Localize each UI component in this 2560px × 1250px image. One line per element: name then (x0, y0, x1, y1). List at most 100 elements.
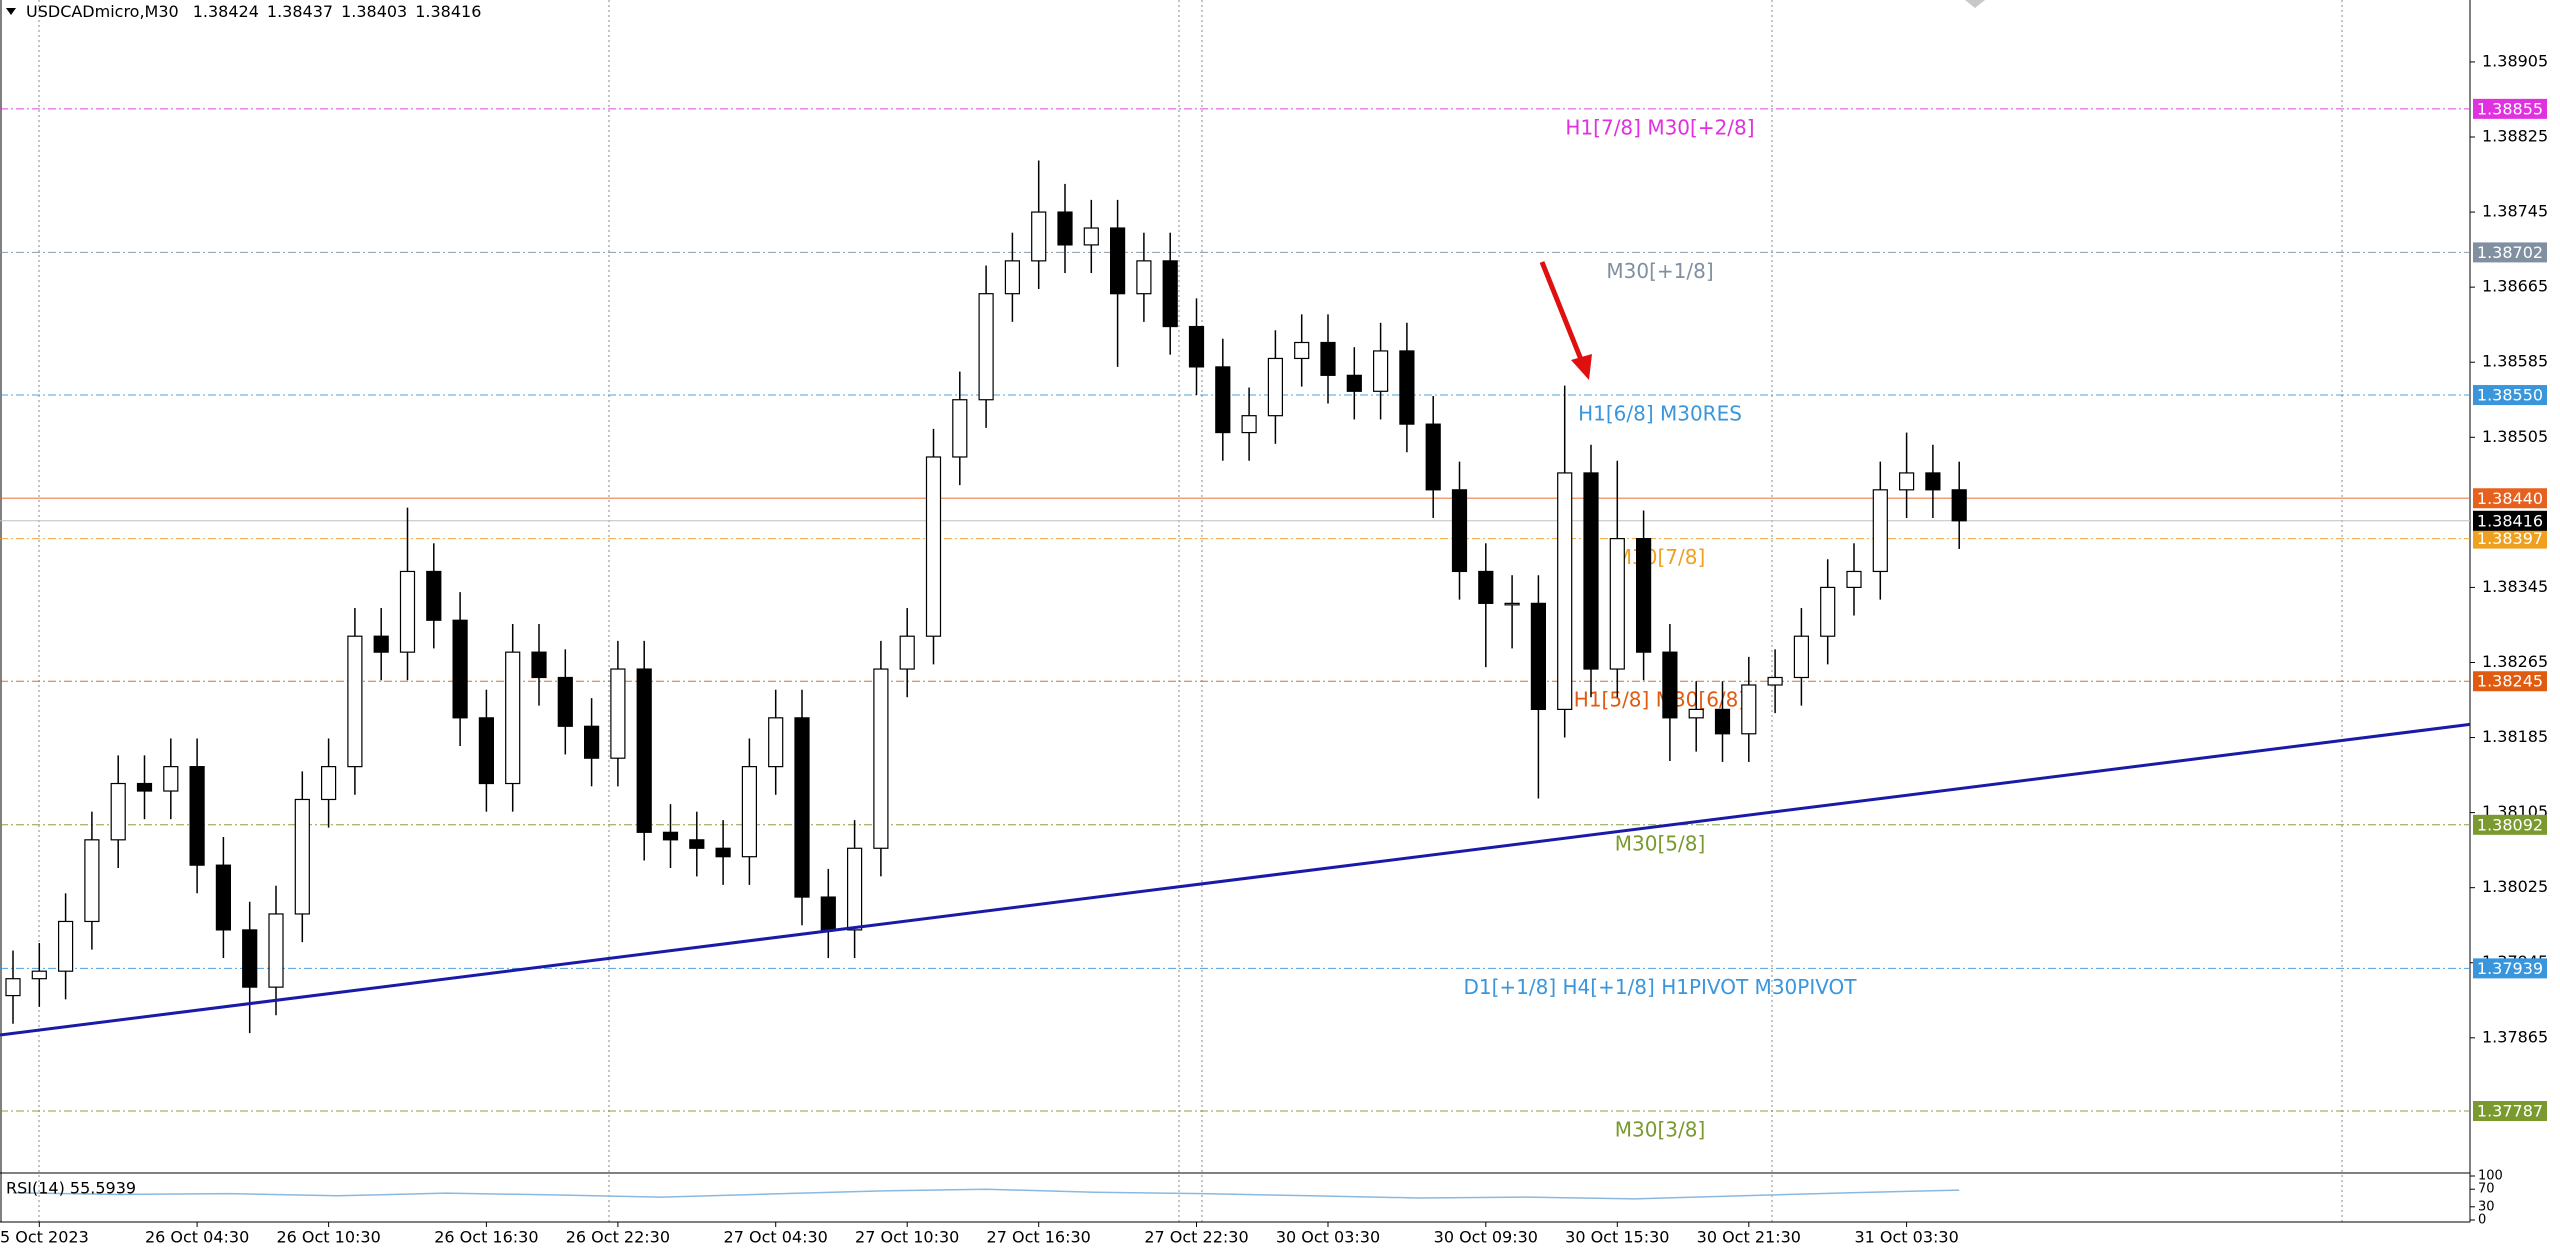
rsi-line (12, 1188, 1960, 1200)
separators (38, 0, 2343, 1222)
candle-body (1478, 570, 1494, 604)
price-box (2473, 958, 2547, 979)
rsi-tick-label: 100 (2478, 1169, 2503, 1184)
candle-body (636, 668, 652, 833)
menu-icon (6, 8, 16, 15)
price-box-label: 1.37787 (2477, 1102, 2543, 1121)
candle-body (1530, 602, 1547, 710)
y-tick-label: 1.38025 (2482, 877, 2548, 896)
y-tick-label: 1.38905 (2482, 51, 2548, 70)
candle-body (505, 651, 521, 785)
level-label: H1[7/8] M30[+2/8] (1565, 115, 1754, 139)
candle-body (768, 717, 784, 768)
candle-body (610, 668, 626, 759)
price-box (2473, 488, 2547, 509)
current-price-box (2473, 510, 2547, 531)
x-tick-label: 30 Oct 15:30 (1565, 1228, 1669, 1247)
candle-body (820, 896, 836, 931)
candle-body (426, 570, 442, 621)
candle-body (1951, 489, 1967, 522)
candle-body (689, 839, 705, 849)
candle-body (1399, 350, 1415, 425)
price-box (2473, 671, 2547, 692)
candle-body (1820, 586, 1836, 637)
candle-body (294, 798, 310, 915)
candle-body (1215, 366, 1231, 434)
candle-body (1188, 325, 1205, 368)
candle-body (794, 717, 810, 898)
candle-body (57, 920, 74, 972)
price-box-label: 1.38550 (2477, 386, 2543, 405)
price-box (2473, 814, 2547, 835)
candle-body (1635, 538, 1652, 653)
rsi-tick-label: 30 (2478, 1199, 2495, 1214)
candle-body (1004, 260, 1021, 295)
x-tick-label: 30 Oct 03:30 (1276, 1228, 1380, 1247)
y-tick-label: 1.38265 (2482, 652, 2548, 671)
candle-body (347, 635, 363, 768)
x-tick-label: 27 Oct 10:30 (855, 1228, 959, 1247)
price-box-label: 1.38397 (2477, 529, 2543, 548)
x-tick-label: 30 Oct 21:30 (1697, 1228, 1801, 1247)
candle-body (1425, 423, 1441, 491)
overlay (0, 722, 2471, 1200)
x-tick-label: 30 Oct 09:30 (1434, 1228, 1538, 1247)
candle-body (452, 619, 468, 719)
candle-body (1583, 472, 1599, 670)
candle-body (1294, 341, 1310, 360)
ohlc-value: 1.38424 (193, 2, 259, 21)
candle-body (321, 766, 337, 801)
candle-body (1741, 684, 1757, 735)
candle-body (1504, 602, 1520, 606)
candle-body (110, 782, 126, 841)
price-box-label: 1.38855 (2477, 99, 2543, 118)
candle-body (1083, 227, 1099, 246)
candle-body (1346, 374, 1362, 392)
price-box-label: 1.38245 (2477, 672, 2543, 691)
candle-body (1451, 489, 1468, 573)
candle-body (557, 676, 573, 727)
candle-body (1267, 357, 1284, 417)
candle-body (1688, 708, 1704, 719)
candle-body (978, 293, 994, 401)
candle-body (84, 839, 100, 923)
arrow (1539, 261, 1592, 380)
price-box-label: 1.38440 (2477, 489, 2543, 508)
x-tick-label: 26 Oct 16:30 (434, 1228, 538, 1247)
candle-body (1109, 227, 1126, 295)
candle-body (662, 831, 679, 841)
y-tick-label: 1.37865 (2482, 1027, 2548, 1046)
candle-body (925, 456, 942, 637)
candle-body (31, 970, 47, 980)
candle-body (1162, 260, 1178, 328)
x-tick-label: 27 Oct 16:30 (987, 1228, 1091, 1247)
y-tick-label: 1.38825 (2482, 126, 2548, 145)
price-box-label: 1.38092 (2477, 815, 2543, 834)
candle-body (531, 651, 547, 679)
rsi-tick-label: 0 (2478, 1213, 2486, 1228)
candle-body (1136, 260, 1152, 295)
candle-body (899, 635, 915, 670)
levels: H1[7/8] M30[+2/8] M30[+1/8] H1[6/8] M30RES… (0, 108, 2470, 1142)
candle-body (399, 570, 416, 653)
current-price-label: 1.38416 (2477, 511, 2543, 530)
candle-body (741, 766, 758, 858)
candle-body (5, 978, 21, 997)
x-tick-label: 31 Oct 03:30 (1854, 1228, 1958, 1247)
candle-body (1846, 570, 1862, 589)
level-label: M30[5/8] (1615, 831, 1706, 855)
ohlc-value: 1.38437 (267, 2, 333, 21)
candle-body (952, 399, 968, 458)
y-tick-label: 1.38345 (2482, 577, 2548, 596)
price-box (2473, 1101, 2547, 1122)
candle-body (583, 725, 600, 759)
x-tick-label: 25 Oct 2023 (0, 1228, 89, 1247)
level-label: M30[+1/8] (1606, 259, 1713, 283)
candle-body (1925, 472, 1941, 491)
level-label: M30[3/8] (1615, 1118, 1706, 1142)
candle-body (1057, 211, 1073, 246)
price-box-label: 1.38702 (2477, 243, 2543, 262)
